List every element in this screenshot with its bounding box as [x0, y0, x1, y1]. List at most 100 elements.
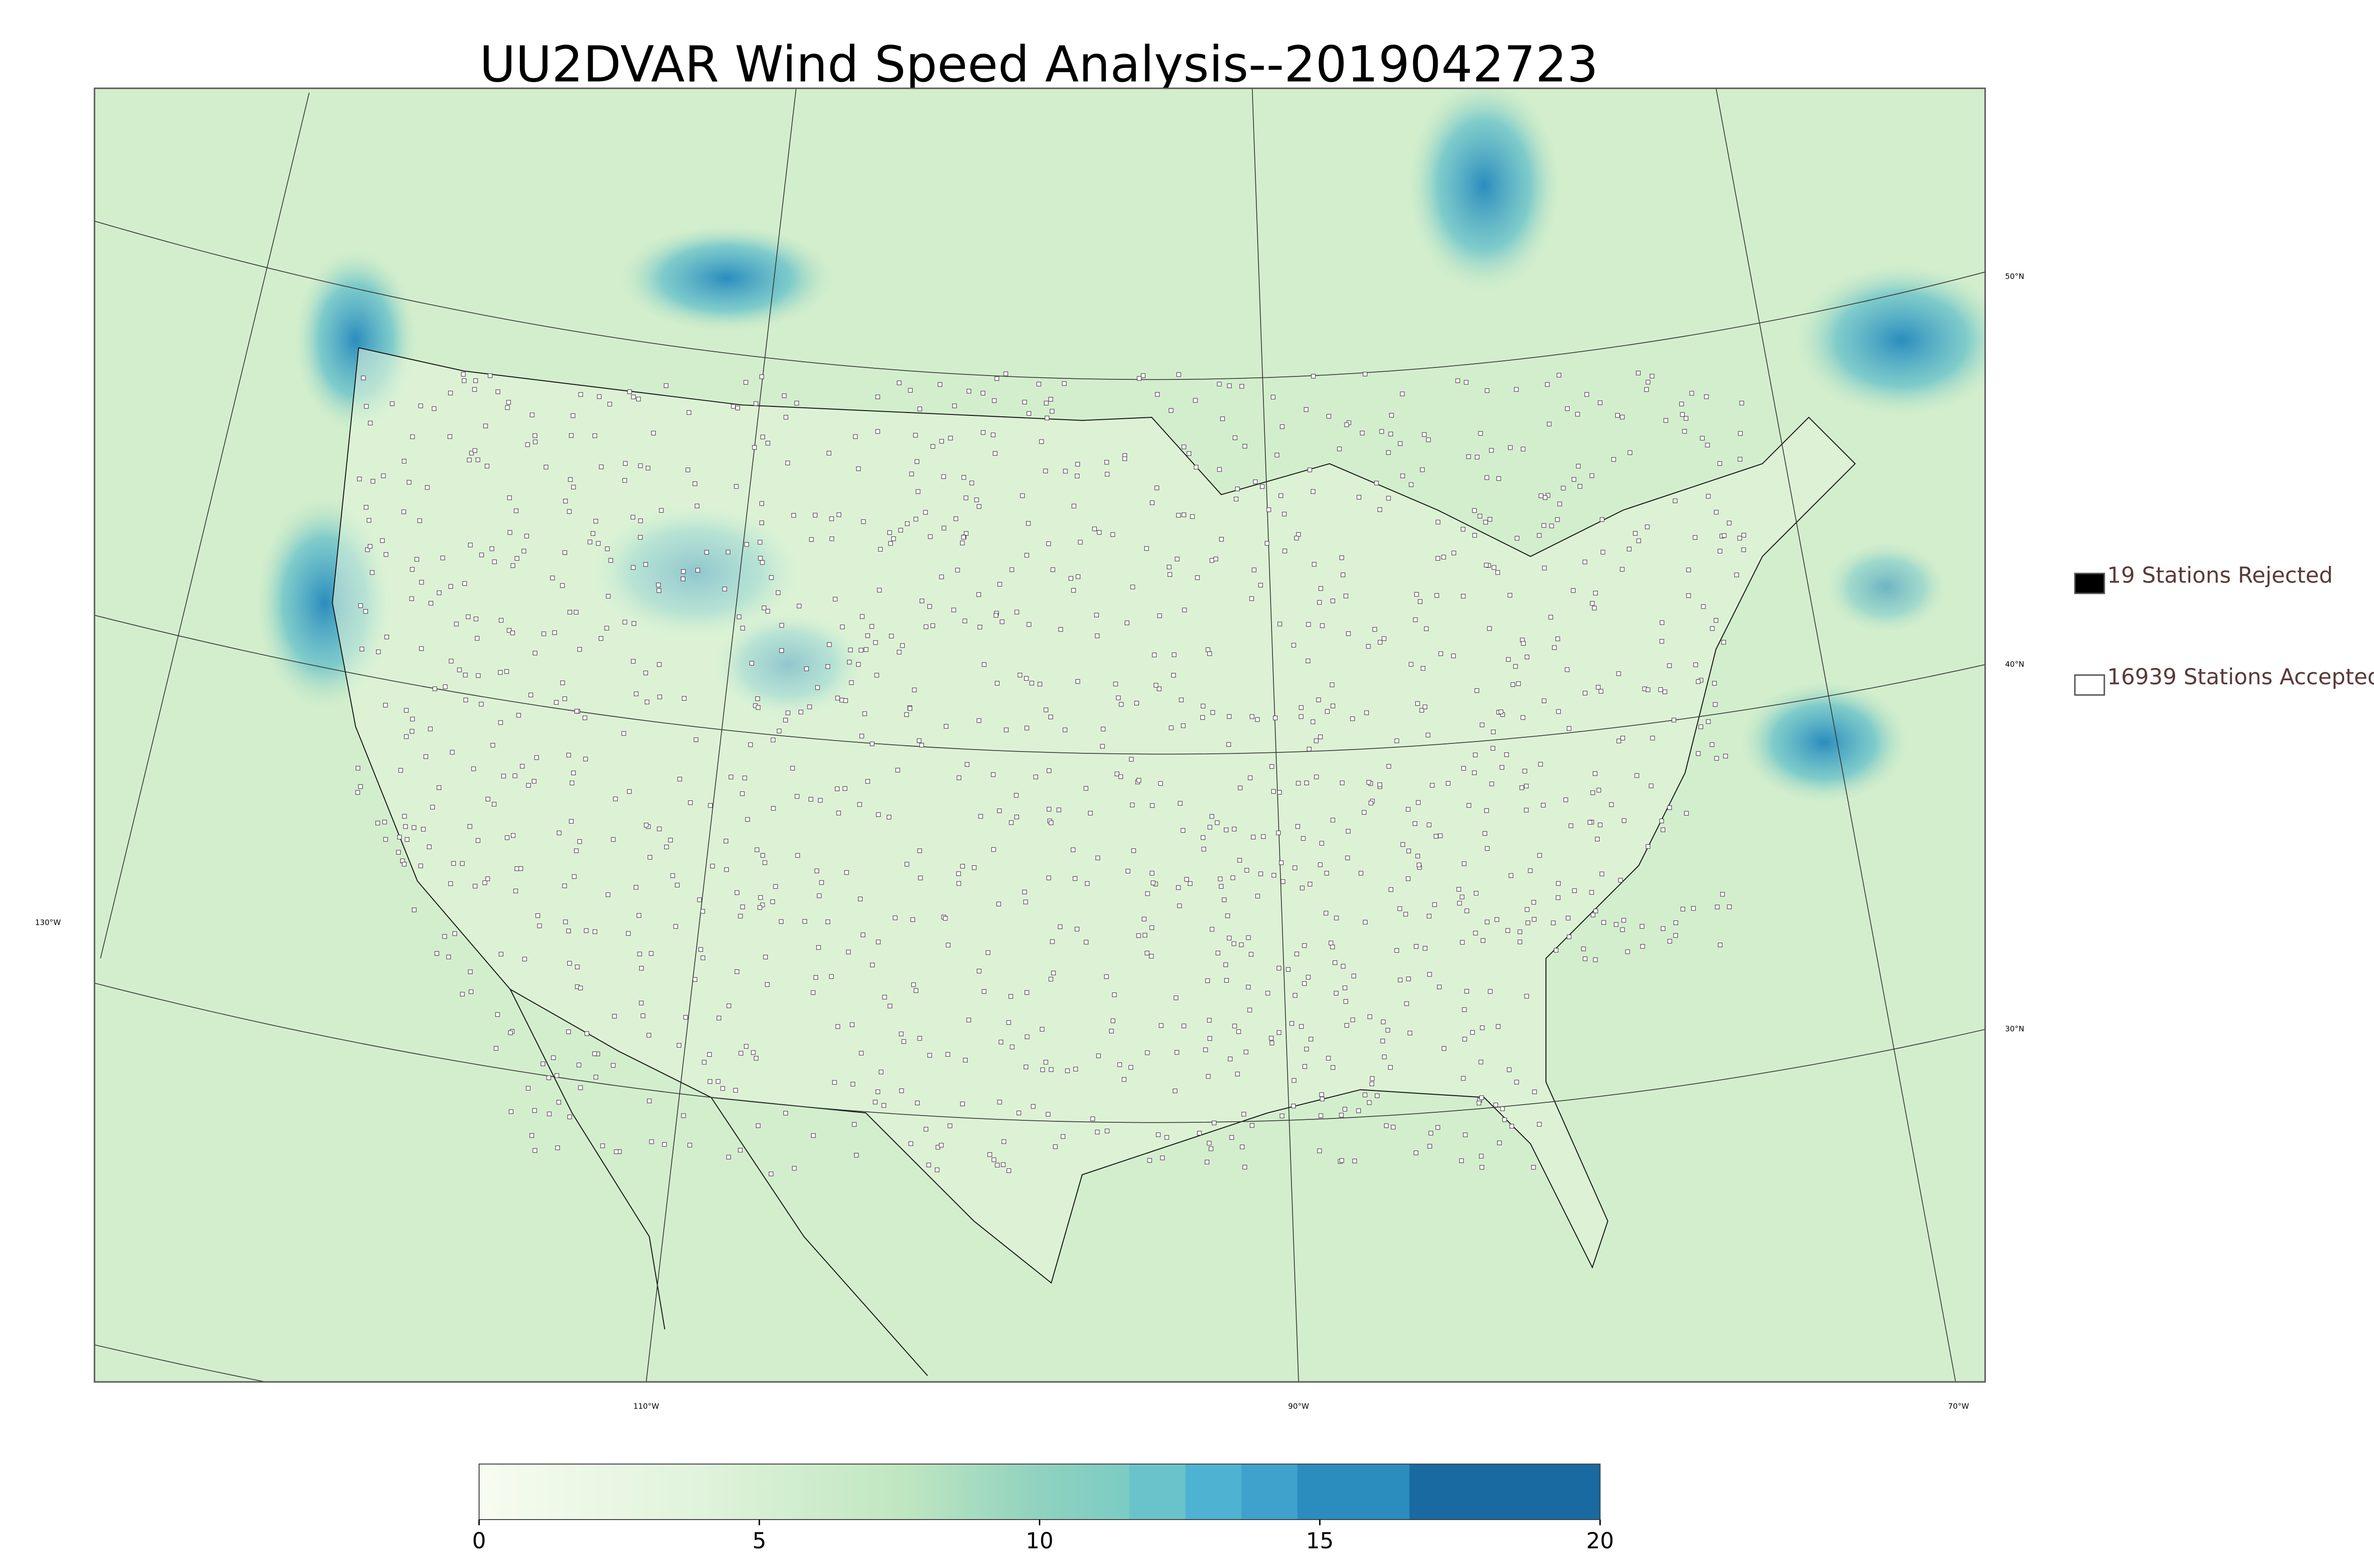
station-marker [1706, 494, 1711, 499]
station-marker [1111, 1018, 1115, 1023]
station-marker [1330, 599, 1335, 603]
station-marker [1323, 911, 1328, 916]
station-marker [508, 530, 512, 535]
station-marker [1160, 1155, 1165, 1160]
station-marker [966, 1017, 971, 1023]
station-marker [777, 729, 782, 733]
station-marker [1220, 416, 1225, 422]
station-marker [1100, 744, 1105, 749]
station-marker [1217, 382, 1222, 386]
station-marker [409, 596, 414, 601]
station-marker [1446, 781, 1451, 786]
lat-label: 30°N [2005, 1024, 2024, 1033]
station-marker [1592, 771, 1598, 776]
station-marker [1370, 1076, 1375, 1081]
station-marker [908, 388, 913, 393]
station-marker [483, 423, 488, 429]
station-marker [405, 837, 410, 842]
station-marker [899, 1032, 904, 1036]
station-marker [1571, 588, 1576, 593]
station-marker [1330, 1065, 1336, 1070]
station-marker [498, 670, 503, 675]
station-marker [1044, 707, 1048, 713]
station-marker [1598, 400, 1602, 405]
station-marker [1600, 517, 1605, 522]
station-marker [1432, 902, 1437, 907]
station-marker [1302, 1064, 1307, 1069]
station-marker [1205, 978, 1210, 983]
station-marker [1693, 535, 1697, 540]
station-marker [842, 786, 848, 791]
station-marker [735, 969, 739, 974]
station-marker [1537, 853, 1542, 858]
station-marker [1485, 388, 1489, 393]
station-marker [1509, 1124, 1514, 1129]
station-marker [1292, 993, 1298, 998]
station-marker [1363, 920, 1368, 925]
station-marker [504, 669, 509, 674]
station-marker [1149, 954, 1154, 959]
station-marker [829, 974, 834, 979]
station-marker [1058, 924, 1063, 930]
station-marker [1119, 702, 1124, 707]
station-marker [856, 466, 861, 471]
station-marker [505, 405, 510, 410]
station-marker [762, 605, 767, 610]
station-marker [1639, 924, 1645, 929]
station-marker [1215, 950, 1220, 956]
station-marker [681, 1113, 686, 1118]
station-marker [1316, 697, 1321, 703]
station-marker [1388, 887, 1394, 892]
station-marker [917, 738, 922, 743]
station-marker [977, 504, 981, 509]
station-marker [1388, 432, 1393, 437]
station-marker [759, 520, 764, 526]
station-marker [1542, 698, 1546, 704]
station-marker [1428, 1131, 1433, 1136]
station-marker [1244, 1050, 1249, 1054]
station-marker [475, 838, 480, 843]
station-marker [799, 710, 803, 714]
station-marker [888, 541, 893, 546]
station-marker [918, 875, 923, 881]
station-marker [1466, 803, 1471, 808]
station-marker [910, 917, 915, 922]
station-marker [412, 825, 416, 830]
station-marker [876, 939, 881, 945]
station-marker [878, 1070, 884, 1074]
station-marker [568, 477, 573, 482]
station-marker [891, 536, 896, 541]
station-marker [1029, 681, 1034, 685]
station-marker [1451, 653, 1456, 658]
station-marker [1462, 1037, 1467, 1042]
station-marker [1482, 831, 1488, 836]
station-marker [1581, 947, 1586, 951]
station-marker [499, 618, 504, 623]
station-marker [608, 558, 613, 563]
colorbar-tick-label: 10 [1026, 1528, 1054, 1554]
station-marker [708, 803, 713, 808]
station-marker [358, 603, 363, 608]
station-marker [725, 550, 731, 554]
station-marker [437, 590, 442, 595]
station-marker [1304, 407, 1309, 412]
station-marker [794, 794, 800, 799]
station-marker [874, 673, 879, 678]
station-marker [534, 755, 539, 760]
station-marker [846, 949, 851, 955]
station-marker [1461, 766, 1466, 771]
station-marker [1181, 512, 1187, 517]
station-marker [428, 601, 433, 606]
station-marker [554, 1073, 559, 1078]
station-marker [1250, 714, 1254, 719]
station-marker [735, 890, 740, 895]
station-marker [1514, 1080, 1519, 1085]
station-marker [364, 505, 368, 510]
station-marker [1209, 558, 1215, 563]
station-marker [472, 883, 478, 889]
station-marker [981, 989, 987, 994]
station-marker [499, 952, 504, 957]
station-marker [1314, 738, 1319, 743]
station-marker [694, 737, 698, 742]
station-marker [832, 1080, 837, 1085]
